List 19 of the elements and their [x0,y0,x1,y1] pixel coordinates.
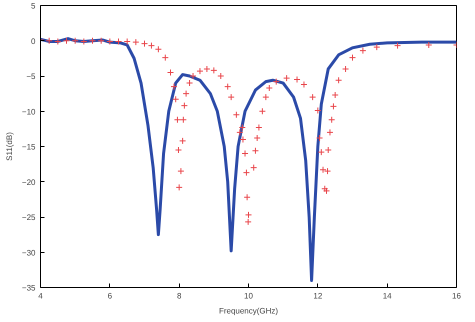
y-tick-label: −10 [22,107,36,116]
y-tick-label: 5 [31,2,36,10]
y-tick-label: −30 [22,248,36,258]
x-tick-label: 6 [108,292,113,300]
x-tick-label: 8 [176,292,182,300]
x-axis-title: Frequency(GHz) [218,306,278,316]
x-tick-label: 12 [313,292,323,300]
x-tick-label: 16 [452,292,462,300]
y-tick-label: −5 [26,72,36,81]
y-tick-label: −35 [22,284,36,292]
y-tick-label: −25 [22,213,36,222]
y-axis-title: S11(dB) [4,132,14,161]
x-tick-label: 14 [382,292,392,300]
y-tick-label: −20 [22,178,36,187]
y-tick-label: −15 [22,142,36,152]
x-tick-label: 4 [38,292,44,300]
x-tick-label: 10 [244,292,254,300]
line-series [40,37,456,282]
y-tick-label: 0 [31,36,36,46]
